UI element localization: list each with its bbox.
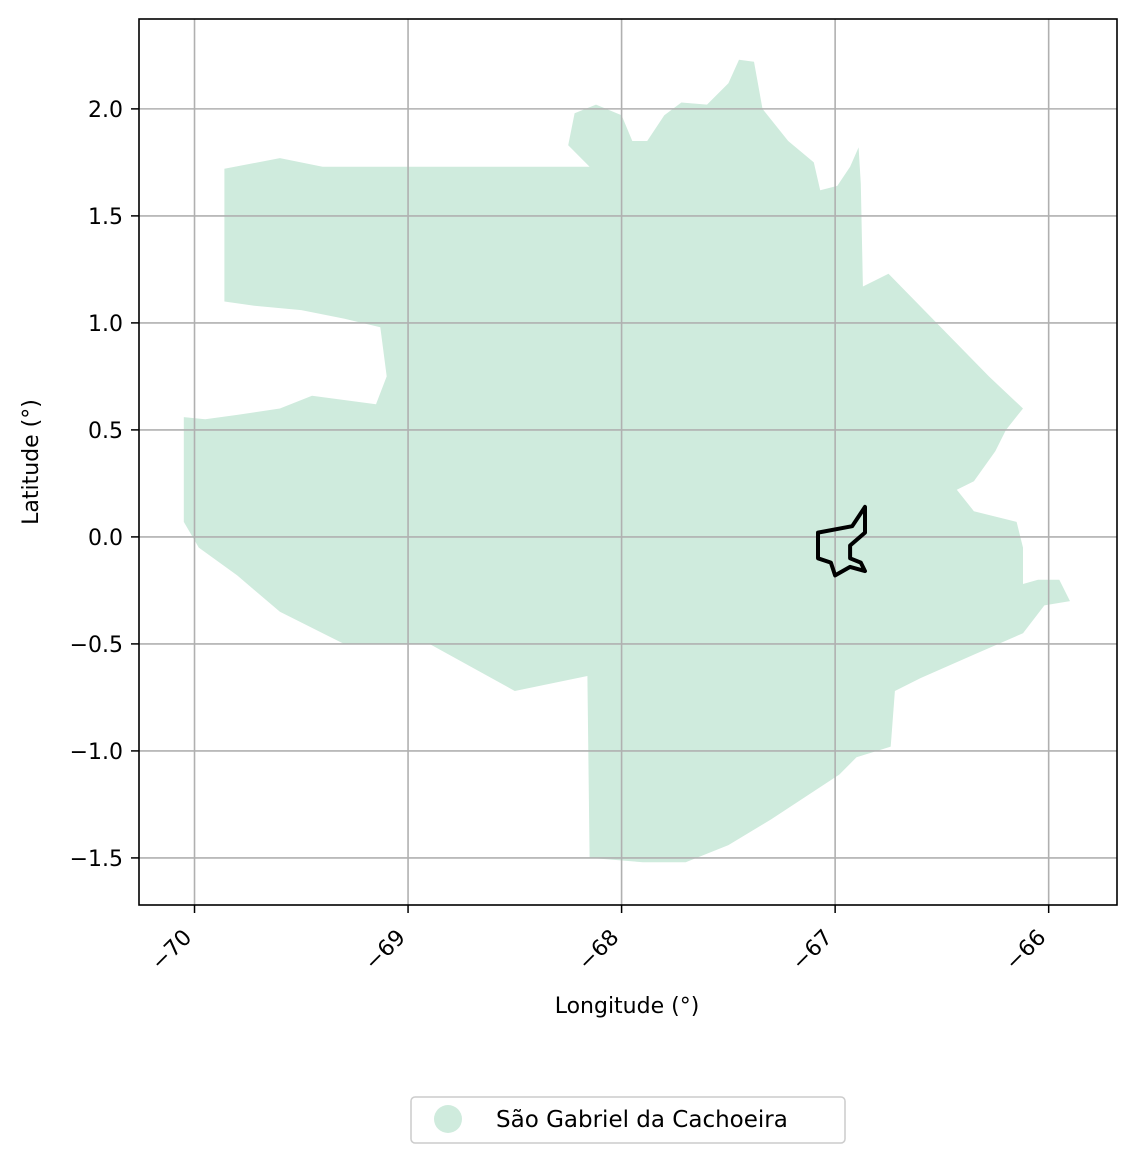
y-tick-label: 0.0 [88, 526, 123, 551]
legend-label: São Gabriel da Cachoeira [496, 1107, 788, 1133]
axes-frame [138, 18, 1118, 906]
region-layer [183, 59, 1071, 863]
y-tick-label: −1.0 [70, 740, 123, 765]
x-axis-label: Longitude (°) [555, 994, 700, 1019]
y-axis-ticks: 2.0 1.5 1.0 0.5 0.0 −0.5 −1.0 −1.5 [70, 98, 139, 872]
y-tick-label: 1.0 [88, 312, 123, 337]
highlight-outline [816, 504, 867, 578]
highlight-layer [816, 504, 867, 578]
y-tick-label: 1.5 [88, 205, 123, 230]
municipality-area [183, 59, 1071, 863]
grid-layer [139, 19, 1117, 905]
legend-box [410, 1096, 846, 1144]
y-tick-label: −0.5 [70, 633, 123, 658]
y-axis-label: Latitude (°) [19, 399, 44, 525]
y-tick-label: −1.5 [70, 847, 123, 872]
legend-marker-icon [434, 1105, 462, 1133]
y-tick-label: 0.5 [88, 419, 123, 444]
legend: São Gabriel da Cachoeira [410, 1096, 846, 1144]
y-tick-label: 2.0 [88, 98, 123, 123]
